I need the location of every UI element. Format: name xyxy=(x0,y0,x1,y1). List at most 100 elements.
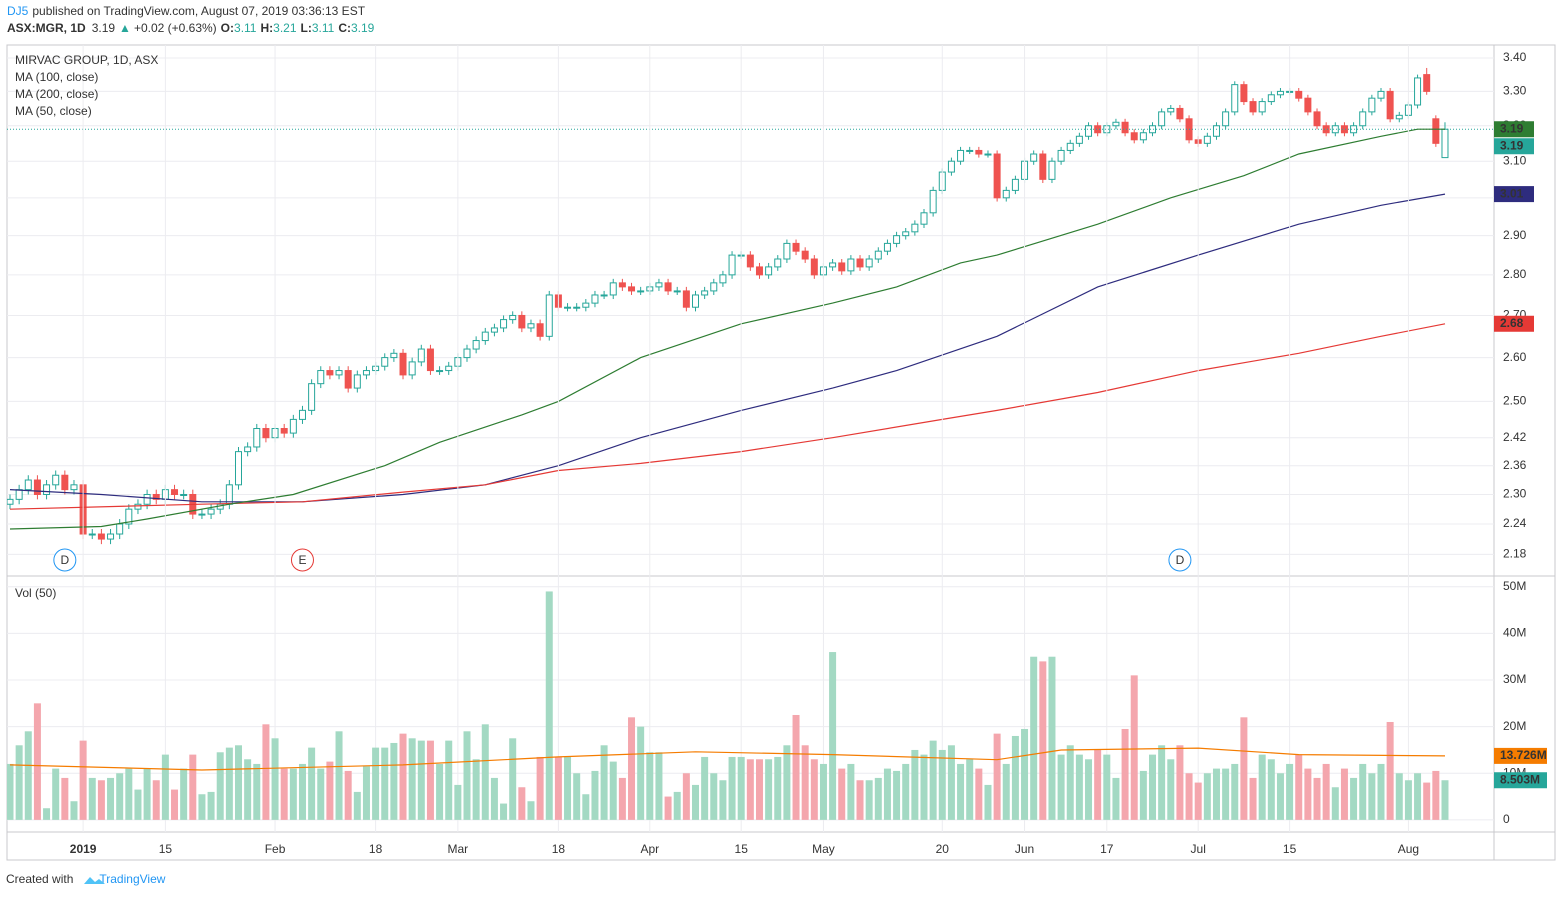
x-tick-label: Mar xyxy=(448,842,469,856)
candle-body xyxy=(1331,125,1339,134)
footer-brand[interactable]: TradingView xyxy=(99,872,165,886)
volume-bar xyxy=(783,745,791,820)
y-tick-label: 0 xyxy=(1503,812,1510,826)
volume-bar xyxy=(390,742,398,820)
x-tick-label: 18 xyxy=(369,842,383,856)
volume-bar xyxy=(1240,717,1248,820)
volume-bar xyxy=(436,763,444,820)
candle-body xyxy=(856,258,864,268)
volume-bar xyxy=(920,754,928,820)
candle-body xyxy=(838,262,846,272)
candle-body xyxy=(1414,77,1422,106)
volume-bar xyxy=(24,731,32,820)
volume-bar xyxy=(810,759,818,820)
volume-bar xyxy=(838,768,846,820)
candle-body xyxy=(1149,125,1156,134)
y-tick-label: 3.10 xyxy=(1503,153,1527,167)
value-badge xyxy=(1494,747,1547,764)
candle-body xyxy=(1386,90,1394,120)
volume-bar xyxy=(573,773,581,820)
candle-body xyxy=(545,294,553,337)
event-marker xyxy=(1168,548,1192,572)
volume-bar xyxy=(765,759,773,820)
volume-bar xyxy=(1130,675,1138,820)
legend-entry: MA (50, close) xyxy=(15,104,92,118)
candle-body xyxy=(152,493,160,500)
candle-body xyxy=(1212,125,1220,137)
candle-body xyxy=(490,327,498,333)
candle-body xyxy=(381,357,389,367)
candle-body xyxy=(527,323,535,329)
volume-bar xyxy=(993,733,1001,820)
candle-body xyxy=(399,352,407,376)
volume-bar xyxy=(198,794,206,820)
volume-bar xyxy=(161,754,169,820)
ohlc-value: 3.21 xyxy=(273,21,297,35)
volume-bar xyxy=(600,745,608,820)
candle-body xyxy=(1167,107,1175,113)
y-tick-label: 2.18 xyxy=(1503,546,1527,560)
footer: Created with TradingView xyxy=(6,872,166,886)
volume-bar xyxy=(1066,745,1074,820)
candle-body xyxy=(564,306,572,309)
volume-bar xyxy=(975,768,983,820)
y-tick-label: 50M xyxy=(1503,579,1526,593)
volume-bar xyxy=(1094,749,1102,820)
candle-body xyxy=(1203,135,1211,144)
value-badge xyxy=(1494,315,1534,332)
candle-body xyxy=(682,290,690,308)
volume-bar xyxy=(527,801,535,820)
candle-body xyxy=(134,503,142,510)
legend-title: Vol (50) xyxy=(15,586,56,600)
volume-bar xyxy=(280,768,288,820)
candle-body xyxy=(1441,128,1449,159)
volume-bar xyxy=(152,780,160,820)
ma-line xyxy=(9,747,1446,771)
candle-body xyxy=(984,153,992,156)
candle-body xyxy=(710,282,718,292)
volume-bar xyxy=(262,724,270,820)
volume-bar xyxy=(1295,754,1303,820)
candle-body xyxy=(774,258,782,268)
volume-bar xyxy=(911,749,919,820)
value-badge xyxy=(1494,121,1534,138)
change: +0.02 (+0.63%) xyxy=(134,21,217,35)
y-tick-label: 20M xyxy=(1503,719,1526,733)
candle-body xyxy=(1340,125,1348,134)
candle-body xyxy=(1276,90,1284,96)
candle-body xyxy=(783,242,791,260)
volume-bar xyxy=(298,763,306,820)
volume-bar xyxy=(1121,728,1129,820)
candle-body xyxy=(1432,118,1440,144)
y-tick-label: 30M xyxy=(1503,672,1526,686)
volume-bar xyxy=(43,808,51,820)
volume-bar xyxy=(88,777,96,820)
candle-body xyxy=(1231,84,1239,113)
volume-bar xyxy=(902,763,910,820)
ma-line xyxy=(9,323,1446,510)
candle-body xyxy=(198,513,206,516)
volume-bar xyxy=(682,773,690,820)
volume-bar xyxy=(1414,773,1422,820)
candle-body xyxy=(664,282,672,292)
candle-body xyxy=(417,348,425,363)
volume-bar xyxy=(1276,773,1284,820)
candle-body xyxy=(408,361,416,376)
volume-bar xyxy=(1185,773,1193,820)
candle-body xyxy=(1075,135,1083,144)
volume-bar xyxy=(1021,728,1029,820)
candle-body xyxy=(582,302,590,308)
x-tick-label: Jun xyxy=(1015,842,1034,856)
candle-body xyxy=(600,294,608,297)
volume-bar xyxy=(1112,777,1120,820)
volume-bar xyxy=(655,752,663,820)
candle-body xyxy=(536,323,544,337)
author[interactable]: DJ5 xyxy=(7,4,29,18)
volume-bar xyxy=(829,652,837,820)
volume-bar xyxy=(874,777,882,820)
price: 3.19 xyxy=(92,21,116,35)
x-tick-label: 15 xyxy=(735,842,749,856)
volume-bar xyxy=(701,756,709,820)
volume-bar xyxy=(847,763,855,820)
y-tick-label: 40M xyxy=(1503,626,1526,640)
